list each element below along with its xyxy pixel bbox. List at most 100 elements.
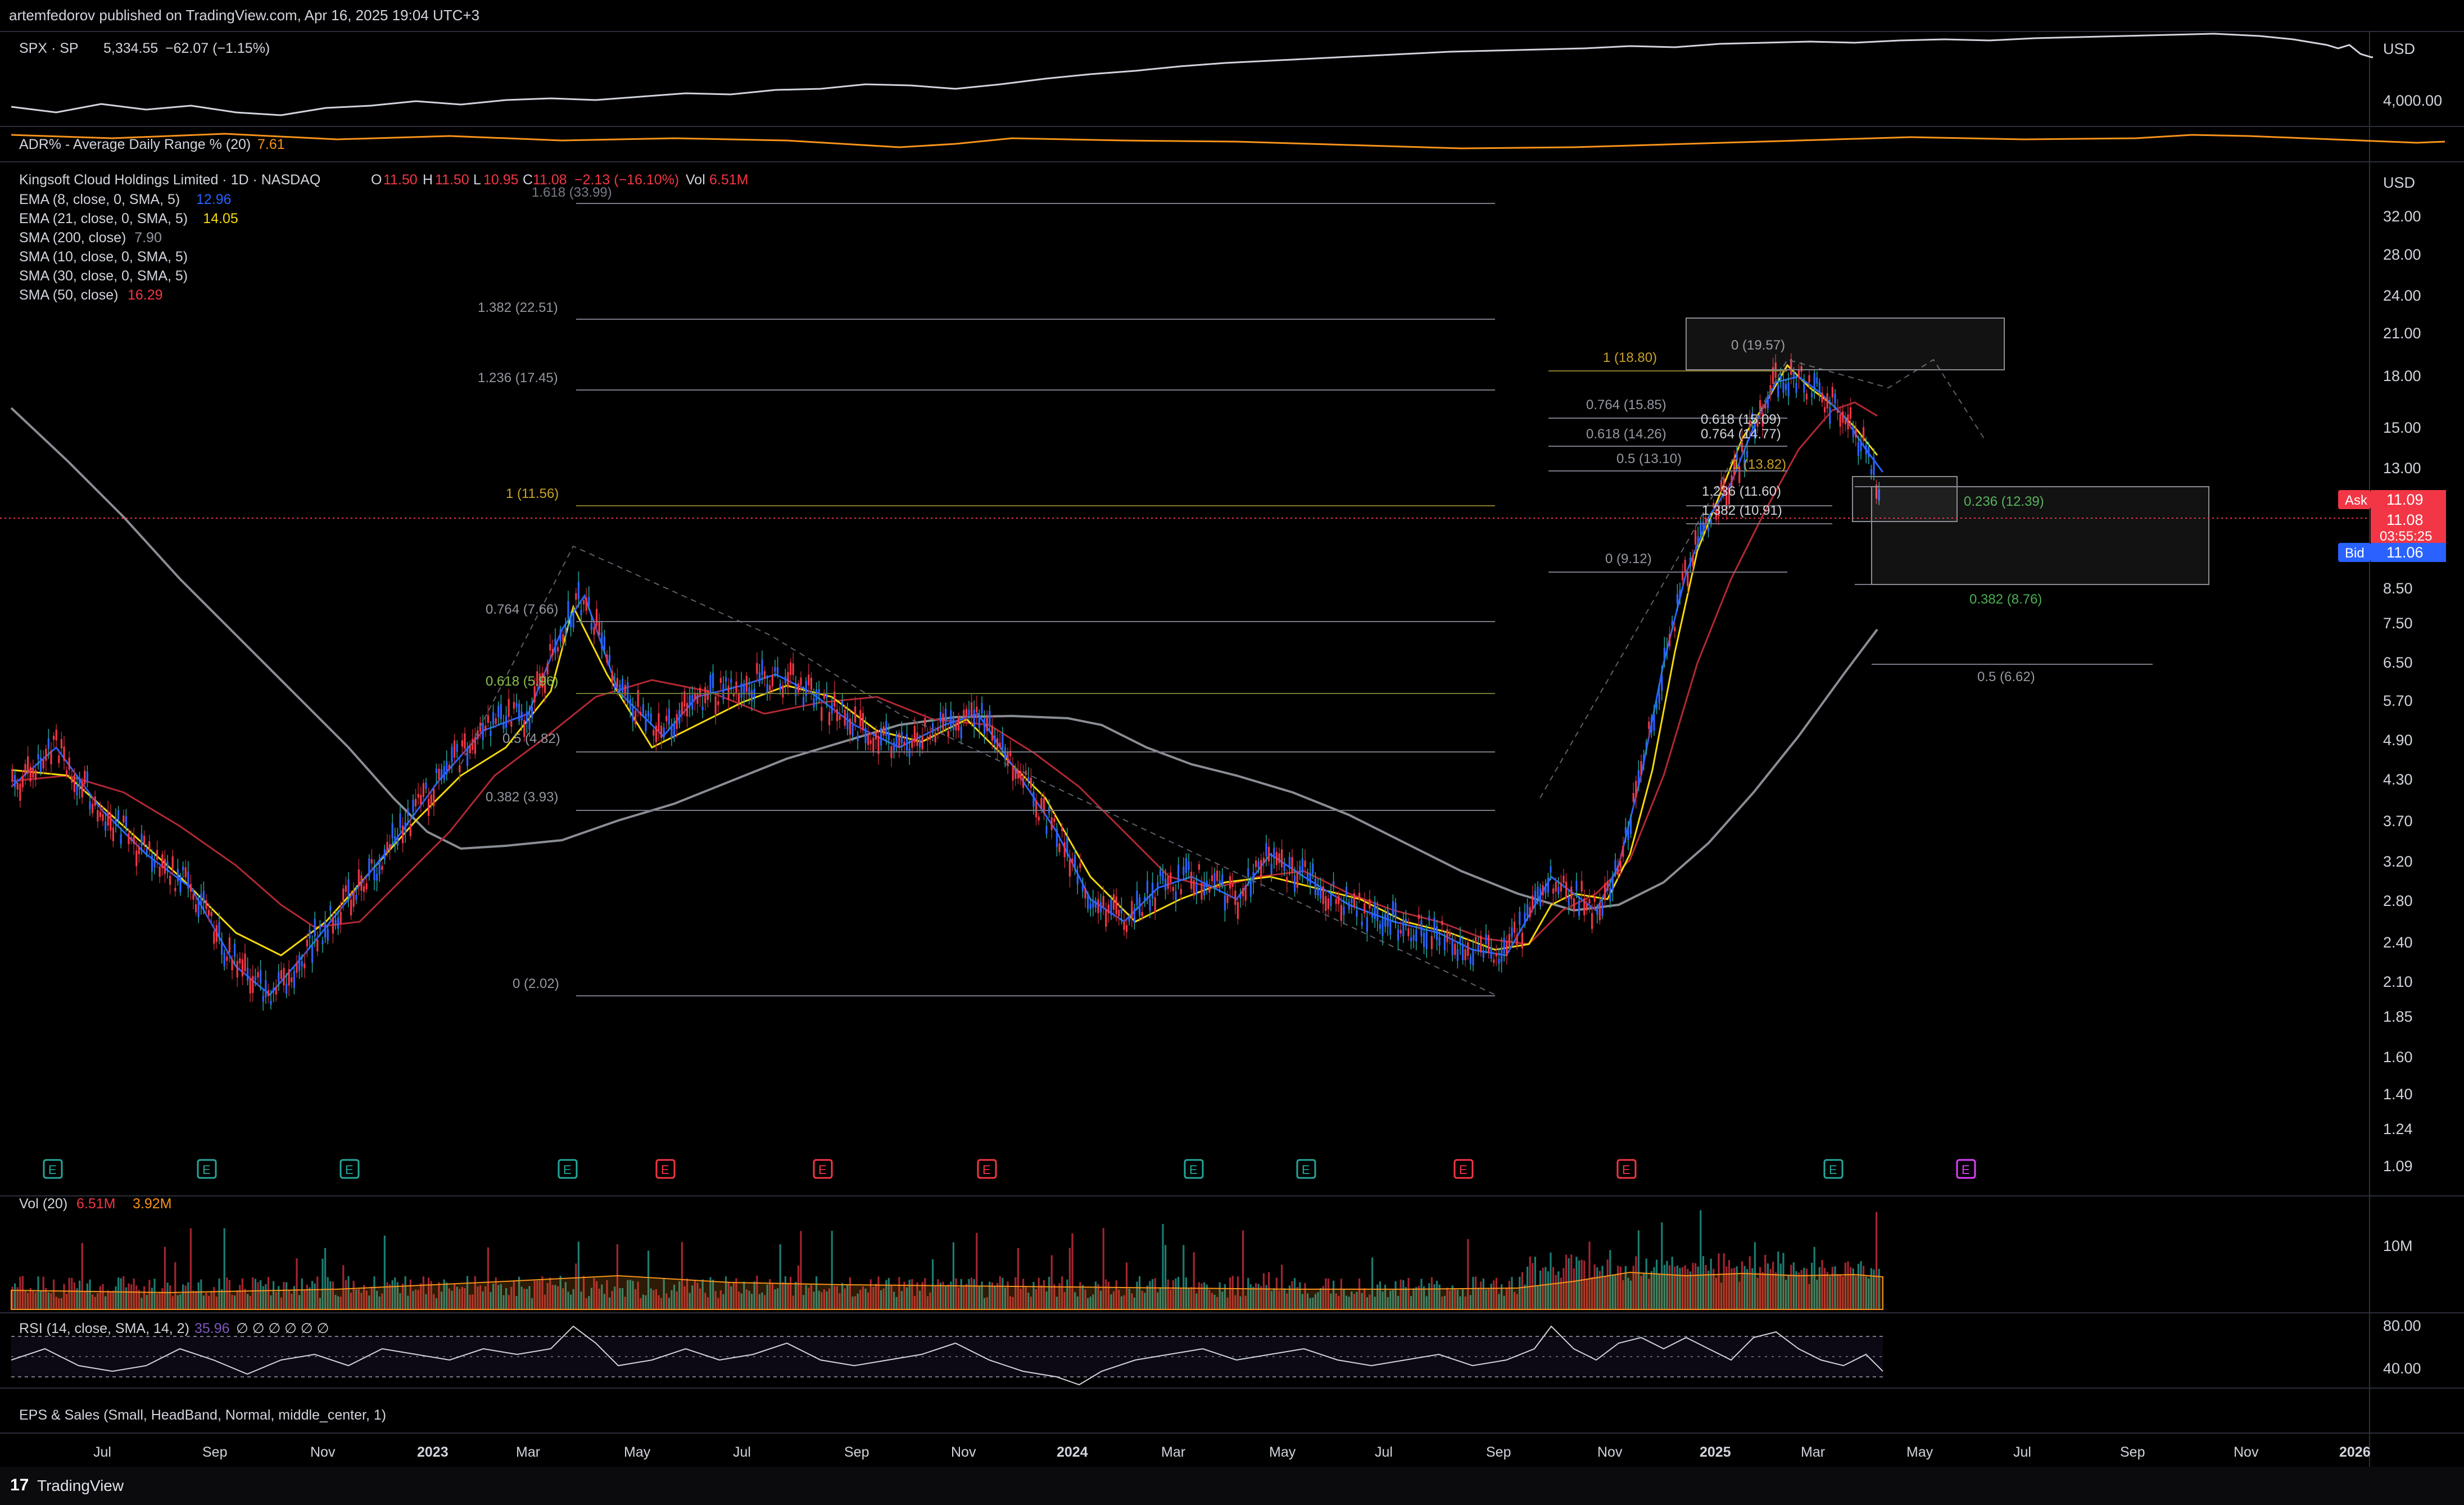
candle	[314, 912, 316, 948]
earnings-event-icon[interactable]: E	[1956, 1159, 1976, 1179]
candle	[513, 693, 515, 714]
volume-bar	[244, 1289, 246, 1309]
candle	[63, 736, 65, 770]
volume-bar	[394, 1277, 396, 1309]
candle	[197, 894, 200, 923]
volume-bar	[872, 1286, 875, 1309]
candle	[1591, 903, 1593, 933]
candle	[745, 672, 748, 700]
volume-bar	[1441, 1297, 1443, 1309]
volume-bar	[528, 1286, 531, 1309]
volume-bar	[1800, 1270, 1802, 1309]
candle	[823, 689, 825, 704]
candle	[1524, 903, 1526, 928]
volume-bar	[16, 1287, 19, 1309]
volume-bar	[115, 1286, 117, 1309]
volume-bar	[696, 1282, 699, 1309]
candle	[1172, 883, 1174, 900]
candle	[913, 717, 916, 747]
volume-bar	[1490, 1284, 1492, 1309]
earnings-event-icon[interactable]: E	[1184, 1159, 1204, 1179]
volume-bar	[808, 1288, 810, 1309]
candle	[1446, 923, 1448, 953]
candle	[1206, 871, 1208, 895]
volume-bar	[166, 1282, 169, 1309]
candle	[107, 800, 109, 831]
volume-bar	[34, 1292, 37, 1309]
candle	[1281, 839, 1283, 877]
earnings-event-icon[interactable]: E	[1616, 1159, 1637, 1179]
candle	[1544, 879, 1547, 900]
adr-value: 7.61	[257, 137, 285, 152]
top-zone-box[interactable]	[1686, 318, 2005, 370]
candle	[1588, 889, 1591, 913]
volume-bar	[130, 1284, 133, 1309]
volume-bar	[725, 1276, 727, 1309]
candle	[1379, 920, 1381, 935]
ohlc-l: 10.95	[483, 172, 519, 188]
volume-bar	[1537, 1285, 1539, 1309]
last-price-box	[2371, 509, 2446, 544]
volume-bar	[153, 1279, 156, 1309]
volume-bar	[1695, 1263, 1697, 1309]
candle	[598, 613, 600, 641]
earnings-event-icon[interactable]: E	[197, 1159, 217, 1179]
earnings-event-icon[interactable]: E	[655, 1159, 676, 1179]
small-zone-box[interactable]	[1852, 476, 1958, 522]
volume-bar	[1674, 1266, 1676, 1309]
bid-label: Bid	[2345, 546, 2365, 561]
earnings-event-icon[interactable]: E	[977, 1159, 997, 1179]
volume-bar	[864, 1289, 867, 1309]
candle	[766, 675, 768, 701]
candle	[528, 705, 531, 737]
price-axis[interactable]: USD 32.0028.0024.0021.0018.0015.0013.009…	[2338, 174, 2446, 1175]
volume-bar	[1056, 1297, 1058, 1309]
candle	[1301, 848, 1303, 883]
fib-projection-label: 0.236 (12.39)	[1964, 494, 2044, 509]
volume-bar	[123, 1276, 125, 1309]
candle	[1630, 814, 1632, 838]
volume-bar	[761, 1292, 763, 1309]
candle	[151, 849, 153, 881]
time-tick: Mar	[1161, 1444, 1185, 1460]
fib-right-label: 0.5 (13.10)	[1616, 451, 1682, 466]
candle	[668, 699, 670, 731]
candle	[128, 828, 130, 853]
earnings-event-icon[interactable]: E	[1296, 1159, 1316, 1179]
volume-bar	[42, 1276, 44, 1309]
candle	[1356, 901, 1358, 926]
volume-bar	[701, 1279, 704, 1309]
candle	[518, 700, 520, 726]
target-zone-box[interactable]	[1871, 486, 2209, 585]
volume-bar	[1273, 1288, 1275, 1309]
volume-bar	[265, 1284, 267, 1309]
volume-bar	[719, 1290, 722, 1309]
ema21-line	[11, 364, 1878, 957]
candle	[1710, 514, 1712, 528]
earnings-event-icon[interactable]: E	[339, 1159, 360, 1179]
volume-bar	[590, 1288, 592, 1309]
candle	[1030, 768, 1032, 794]
volume-bar	[19, 1276, 21, 1309]
fib-left	[576, 203, 1495, 996]
candle	[404, 812, 406, 843]
earnings-event-icon[interactable]: E	[1453, 1159, 1474, 1179]
earnings-event-icon[interactable]: E	[1823, 1159, 1844, 1179]
earnings-event-icon[interactable]: E	[43, 1159, 63, 1179]
candle	[1562, 869, 1565, 889]
spx-currency-box[interactable]	[2373, 36, 2457, 62]
volume-bar	[1244, 1295, 1247, 1309]
time-axis[interactable]: Jul Sep Nov 2023 Mar May Jul Sep Nov 2024 Mar May Ju…	[93, 1444, 2371, 1460]
earnings-event-icon[interactable]: E	[813, 1159, 833, 1179]
candle	[1113, 889, 1115, 919]
volume-bar	[857, 1293, 859, 1309]
candle	[1141, 903, 1143, 921]
volume-bar	[226, 1277, 228, 1309]
candle	[1433, 911, 1435, 939]
volume-bar	[1317, 1292, 1319, 1309]
earnings-event-icon[interactable]: E	[558, 1159, 578, 1179]
candle	[1183, 857, 1185, 880]
fib-right-label: 0.764 (14.77)	[1701, 427, 1781, 442]
indicator-label: SMA (30, close, 0, SMA, 5)	[19, 268, 188, 284]
